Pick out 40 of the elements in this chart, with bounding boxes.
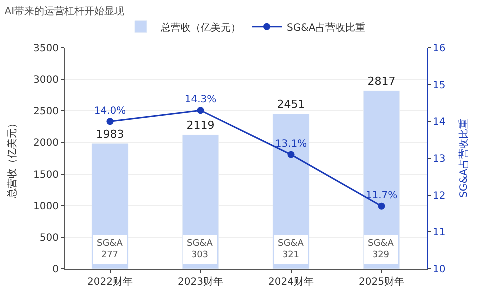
y-tick-label: 3500	[34, 44, 59, 54]
point	[197, 107, 204, 114]
legend-label: SG&A占营收比重	[287, 22, 366, 34]
data-label: 1983	[96, 128, 124, 141]
x-tick-label: 2022财年	[88, 276, 133, 288]
data-label: 14.0%	[94, 106, 126, 117]
annotation: SG&A 321	[278, 239, 305, 261]
data-label: 2451	[277, 98, 306, 112]
data-label: 14.3%	[184, 94, 217, 106]
y2-axis-title: SG&A占营收比重	[458, 119, 470, 198]
data-label: 11.7%	[366, 190, 398, 202]
legend-label: 总营收（亿美元）	[160, 22, 241, 34]
point	[288, 151, 295, 158]
y2-tick-label: 16	[433, 44, 446, 54]
x-tick-label: 2023财年	[178, 276, 224, 288]
y2-tick-label: 12	[433, 190, 446, 202]
point	[106, 118, 114, 126]
data-label: 13.1%	[275, 138, 308, 150]
y-tick-label: 2500	[34, 106, 59, 118]
y2-tick-label: 11	[433, 228, 446, 239]
y2-tick-label: 10	[433, 264, 446, 276]
annotation: SG&A 329	[368, 239, 395, 261]
annotation: SG&A 277	[97, 239, 124, 261]
y-tick-label: 3000	[34, 75, 59, 86]
y-axis-title: 总营收（亿美元）	[6, 118, 19, 200]
data-label: 2817	[368, 75, 396, 88]
y-tick-label: 500	[40, 232, 59, 244]
data-label: 2119	[186, 119, 215, 132]
y-tick-label: 0	[52, 264, 59, 276]
y2-tick-label: 15	[433, 80, 446, 92]
point	[378, 202, 386, 210]
y2-tick-label: 13	[433, 154, 446, 165]
y-tick-label: 1500	[34, 170, 59, 181]
x-tick-label: 2025财年	[359, 276, 404, 288]
y-tick-label: 1000	[34, 201, 59, 212]
y2-tick-label: 14	[433, 117, 446, 128]
chart-title: AI带来的运营杠杆开始显现	[4, 6, 125, 18]
annotation: SG&A 303	[187, 239, 214, 261]
y-tick-label: 2000	[34, 138, 59, 150]
x-tick-label: 2024财年	[268, 276, 314, 288]
